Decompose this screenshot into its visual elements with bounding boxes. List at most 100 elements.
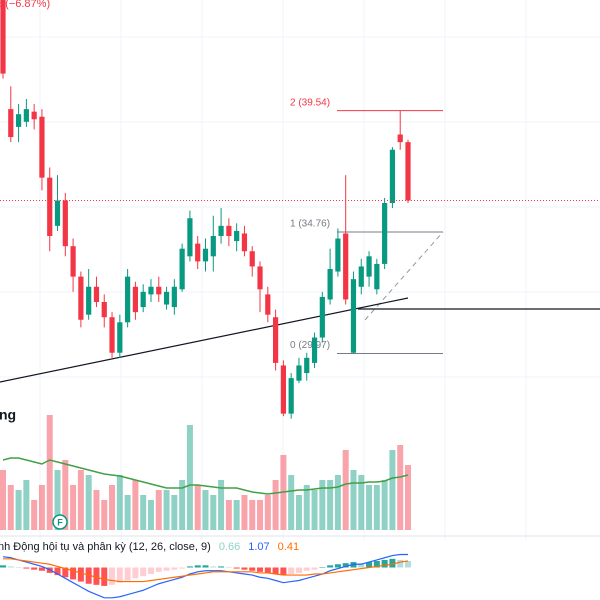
candle-body [335, 238, 341, 272]
volume-bar [7, 485, 14, 530]
candle-body [93, 286, 100, 302]
candle-body [304, 357, 310, 374]
macd-histogram-bar [311, 567, 318, 570]
volume-bar [288, 475, 295, 530]
volume-bar [109, 485, 116, 530]
volume-bar [38, 485, 45, 530]
volume-bar [194, 485, 201, 530]
macd-histogram-bar [7, 566, 14, 568]
volume-bar [381, 480, 388, 530]
candle-body [62, 200, 68, 247]
macd-histogram-bar [342, 563, 349, 568]
volume-bar [140, 495, 147, 530]
marker-label: F [57, 517, 63, 527]
macd-histogram-bar [132, 567, 139, 579]
candle-body [179, 248, 185, 290]
volume-bar [77, 470, 84, 530]
candle-body [358, 266, 364, 287]
candle-body [327, 269, 333, 300]
marker-circle [52, 514, 68, 530]
candle-body [350, 279, 357, 353]
macd-histogram-bar [381, 559, 388, 568]
volume-pane [0, 415, 411, 530]
candle-body [280, 365, 286, 414]
candle-body [125, 276, 131, 323]
volume-bar [373, 485, 380, 530]
macd-histogram-bar [288, 567, 295, 574]
candle-body [8, 109, 14, 138]
macd-readout: 1.07 [248, 541, 269, 553]
candle-body [187, 218, 193, 257]
macd-histogram-bar [0, 565, 6, 568]
candle-body [132, 286, 139, 313]
candle-body [296, 365, 302, 381]
volume-bar [101, 500, 108, 530]
macd-histogram-bar [373, 561, 380, 568]
candle-body [195, 243, 201, 262]
volume-bar [171, 495, 178, 530]
candle-body [109, 317, 115, 353]
volume-bar [303, 485, 310, 530]
signal-line [3, 558, 409, 583]
macd-histogram-bar [54, 567, 61, 576]
volume-bar [23, 480, 30, 530]
volume-bar [147, 500, 154, 530]
macd-histogram-bar [101, 567, 108, 586]
candles [0, 0, 411, 419]
volume-bar [389, 450, 396, 530]
macd-histogram-bar [62, 567, 69, 578]
volume-bar [186, 425, 193, 530]
candle-body [405, 142, 411, 201]
fib-level-label: 1 (34.76) [290, 219, 330, 230]
macd-readout: 0.66 [219, 541, 240, 553]
volume-bar [155, 490, 162, 530]
candle-body [249, 251, 255, 267]
macd-histogram-bar [77, 567, 84, 582]
candle-body [23, 109, 29, 122]
macd-histogram-bar [249, 567, 256, 571]
volume-bar [218, 480, 225, 530]
candle-body [397, 134, 403, 143]
macd-histogram-bar [140, 567, 147, 577]
candle-body [117, 322, 123, 353]
volume-bar [93, 490, 100, 530]
candle-body [171, 286, 177, 308]
volume-bar [132, 480, 139, 530]
macd-histogram-bar [272, 567, 279, 574]
volume-bar [358, 475, 365, 530]
macd-histogram-bar [225, 567, 232, 568]
macd-line [2, 553, 408, 599]
candle-body [101, 301, 107, 318]
macd-histogram-bar [295, 567, 302, 573]
candle-body [70, 246, 76, 277]
macd-histogram-bar [179, 567, 186, 569]
candle-body [86, 286, 92, 315]
macd-histogram-bar [405, 561, 411, 568]
macd-histogram-bar [257, 567, 264, 572]
candle-body [311, 337, 318, 363]
macd-readout: 0.41 [278, 541, 299, 553]
volume-bar [46, 415, 53, 530]
candle-body [156, 286, 162, 295]
candle-body [226, 225, 232, 237]
volume-bar [85, 475, 92, 530]
volume-bar [179, 480, 186, 530]
fib-trend-line [364, 231, 444, 321]
fibonacci: 2 (39.54) 1 (34.76) 0 (29.97) [290, 97, 444, 355]
candle-body [272, 317, 279, 363]
macd-histogram-bar [397, 559, 404, 568]
candle-body [0, 0, 6, 74]
volume-bar [334, 475, 341, 530]
volume-bar [124, 495, 131, 530]
volume-bar [70, 485, 77, 530]
candle-body [265, 294, 271, 315]
candle-body [234, 230, 240, 242]
volume-bar [342, 450, 349, 530]
macd-histogram-bar [327, 565, 334, 568]
volume-bar [210, 495, 217, 530]
volume-bar [366, 485, 373, 530]
macd-histogram-bar [264, 567, 271, 573]
macd-histogram-bar [280, 567, 287, 576]
candle-body [140, 291, 146, 308]
volume-bar [327, 480, 334, 530]
